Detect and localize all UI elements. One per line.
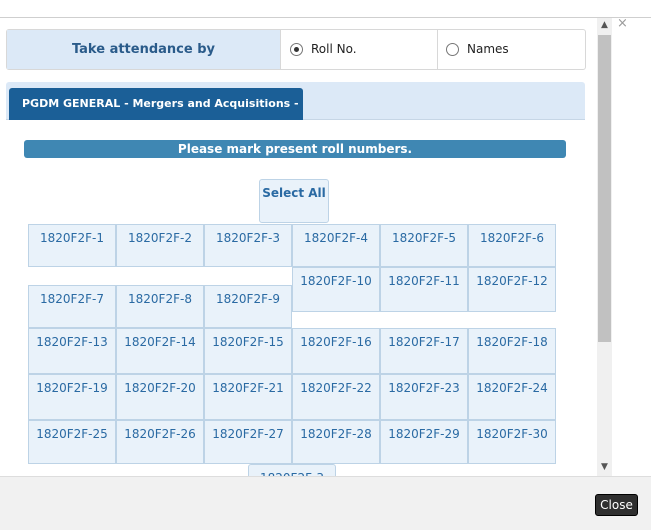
scroll-up-icon[interactable]: ▲ [601, 20, 608, 30]
dialog-top-border [0, 17, 651, 18]
roll-cell[interactable]: 1820F2F-20 [116, 374, 204, 420]
names-option[interactable]: Names [438, 30, 585, 69]
roll-cell[interactable]: 1820F2F-7 [28, 285, 116, 328]
roll-cell[interactable]: 1820F2F-8 [116, 285, 204, 328]
roll-cell[interactable]: 1820F2F-19 [28, 374, 116, 420]
roll-cell[interactable]: 1820F2F-22 [292, 374, 380, 420]
roll-cell[interactable]: 1820F2F-6 [468, 224, 556, 267]
roll-cell[interactable]: 1820F2F-30 [468, 420, 556, 464]
roll-cell[interactable]: 1820F2F-15 [204, 328, 292, 374]
roll-cell[interactable]: 1820F2F-2 [116, 224, 204, 267]
roll-cell[interactable]: 1820F2F-3 [204, 224, 292, 267]
dialog-content: Take attendance by Roll No. Names PGDM G… [0, 18, 598, 476]
close-button[interactable]: Close [595, 494, 638, 516]
names-radio[interactable] [446, 43, 459, 56]
roll-no-option[interactable]: Roll No. [280, 30, 438, 69]
roll-cell[interactable]: 1820F2F-25 [28, 420, 116, 464]
roll-cell[interactable]: 1820F2F-24 [468, 374, 556, 420]
roll-cell[interactable]: 1820F2F-3 [248, 464, 336, 476]
course-tabs-bar: PGDM GENERAL - Mergers and Acquisitions … [6, 82, 585, 142]
select-all-button[interactable]: Select All [259, 179, 329, 223]
roll-cell[interactable]: 1820F2F-9 [204, 285, 292, 328]
roll-cell[interactable]: 1820F2F-16 [292, 328, 380, 374]
roll-cell[interactable]: 1820F2F-12 [468, 267, 556, 312]
roll-cell[interactable]: 1820F2F-5 [380, 224, 468, 267]
roll-no-radio[interactable] [290, 43, 303, 56]
roll-cell[interactable]: 1820F2F-29 [380, 420, 468, 464]
roll-cell[interactable]: 1820F2F-13 [28, 328, 116, 374]
dialog-footer: Close [0, 476, 651, 530]
close-icon[interactable]: × [617, 16, 628, 31]
roll-cell[interactable]: 1820F2F-23 [380, 374, 468, 420]
roll-cell[interactable]: 1820F2F-10 [292, 267, 380, 312]
attendance-mode-label: Take attendance by [7, 30, 280, 69]
roll-cell[interactable]: 1820F2F-18 [468, 328, 556, 374]
names-option-label: Names [467, 42, 509, 56]
notice-banner: Please mark present roll numbers. [24, 140, 566, 158]
scroll-down-icon[interactable]: ▼ [601, 462, 608, 472]
roll-cell[interactable]: 1820F2F-26 [116, 420, 204, 464]
tab-course[interactable]: PGDM GENERAL - Mergers and Acquisitions … [9, 88, 303, 142]
attendance-mode-table: Take attendance by Roll No. Names [6, 29, 586, 70]
roll-cell[interactable]: 1820F2F-1 [28, 224, 116, 267]
roll-no-option-label: Roll No. [311, 42, 357, 56]
scroll-thumb[interactable] [598, 35, 611, 342]
roll-cell[interactable]: 1820F2F-21 [204, 374, 292, 420]
vertical-scrollbar[interactable]: ▲ ▼ [597, 18, 612, 476]
roll-cell[interactable]: 1820F2F-17 [380, 328, 468, 374]
roll-cell[interactable]: 1820F2F-27 [204, 420, 292, 464]
roll-cell[interactable]: 1820F2F-11 [380, 267, 468, 312]
roll-cell[interactable]: 1820F2F-4 [292, 224, 380, 267]
roll-cell[interactable]: 1820F2F-28 [292, 420, 380, 464]
roll-cell[interactable]: 1820F2F-14 [116, 328, 204, 374]
